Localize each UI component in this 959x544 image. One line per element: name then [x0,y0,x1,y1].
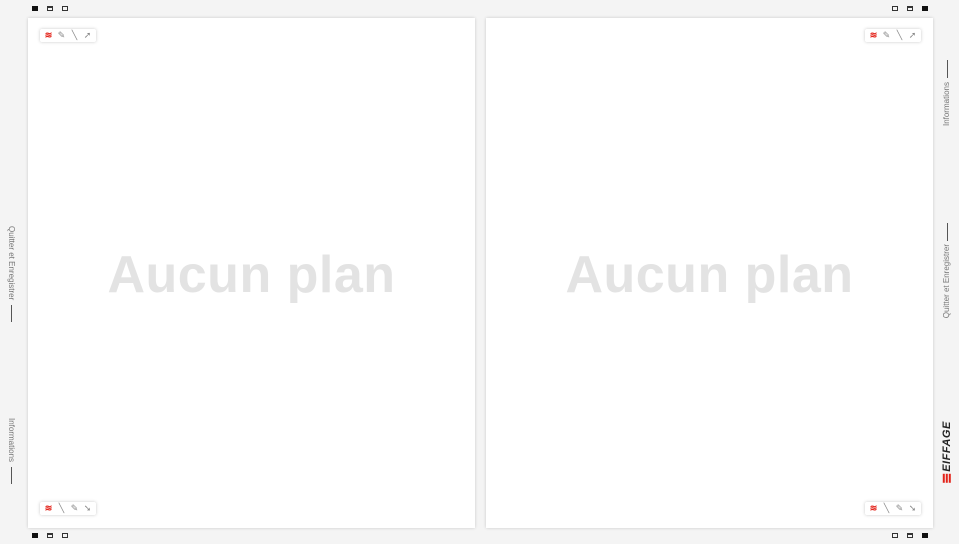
measure-icon[interactable]: ≋ [44,503,53,513]
pencil-icon[interactable]: ✎ [70,503,79,513]
window-outline-icon[interactable] [62,6,68,11]
line-icon[interactable]: ╲ [883,503,890,513]
info-link[interactable]: Informations [942,82,951,127]
window-icon[interactable] [907,533,913,538]
empty-plan-label: Aucun plan [107,246,396,304]
quit-save-link[interactable]: Quitter et Enregistrer [7,226,16,301]
empty-plan-label: Aucun plan [565,246,854,304]
tool-bar-bottom: ≋ ╲ ✎ ➘ [865,502,921,515]
window-filled-icon[interactable] [32,6,38,11]
brand-name: EIFFAGE [940,421,953,472]
line-icon[interactable]: ╲ [896,30,903,40]
quit-divider [947,223,948,241]
measure-icon[interactable]: ≋ [44,30,53,40]
window-icon[interactable] [47,6,53,11]
tool-bar-top: ≋ ✎ ╲ ➚ [865,29,921,42]
arrow-icon[interactable]: ➘ [83,503,92,513]
window-outline-icon[interactable] [62,533,68,538]
plan-panel-right[interactable]: ≋ ✎ ╲ ➚ Aucun plan ≋ ╲ ✎ ➘ [486,18,933,528]
window-filled-icon[interactable] [922,533,928,538]
arrow-icon[interactable]: ➚ [83,30,92,40]
window-filled-icon[interactable] [922,6,928,11]
plan-panel-left[interactable]: ≋ ✎ ╲ ➚ Aucun plan ≋ ╲ ✎ ➘ [28,18,475,528]
window-icon[interactable] [47,533,53,538]
window-outline-icon[interactable] [892,6,898,11]
logo-mark-icon [942,473,951,483]
window-outline-icon[interactable] [892,533,898,538]
window-icon[interactable] [907,6,913,11]
corner-controls-top-right [892,6,928,11]
corner-controls-top-left [32,6,68,11]
quit-divider [11,305,12,322]
line-icon[interactable]: ╲ [71,30,78,40]
info-divider [11,467,12,484]
tool-bar-bottom: ≋ ╲ ✎ ➘ [40,502,96,515]
pencil-icon[interactable]: ✎ [895,503,904,513]
pencil-icon[interactable]: ✎ [882,30,891,40]
corner-controls-bottom-right [892,533,928,538]
tool-bar-top: ≋ ✎ ╲ ➚ [40,29,96,42]
arrow-icon[interactable]: ➘ [908,503,917,513]
brand-logo: EIFFAGE [941,421,953,483]
measure-icon[interactable]: ≋ [869,503,878,513]
line-icon[interactable]: ╲ [58,503,65,513]
info-divider [947,60,948,78]
window-filled-icon[interactable] [32,533,38,538]
measure-icon[interactable]: ≋ [869,30,878,40]
corner-controls-bottom-left [32,533,68,538]
arrow-icon[interactable]: ➚ [908,30,917,40]
info-link[interactable]: Informations [7,418,16,463]
pencil-icon[interactable]: ✎ [57,30,66,40]
quit-save-link[interactable]: Quitter et Enregistrer [942,244,951,319]
